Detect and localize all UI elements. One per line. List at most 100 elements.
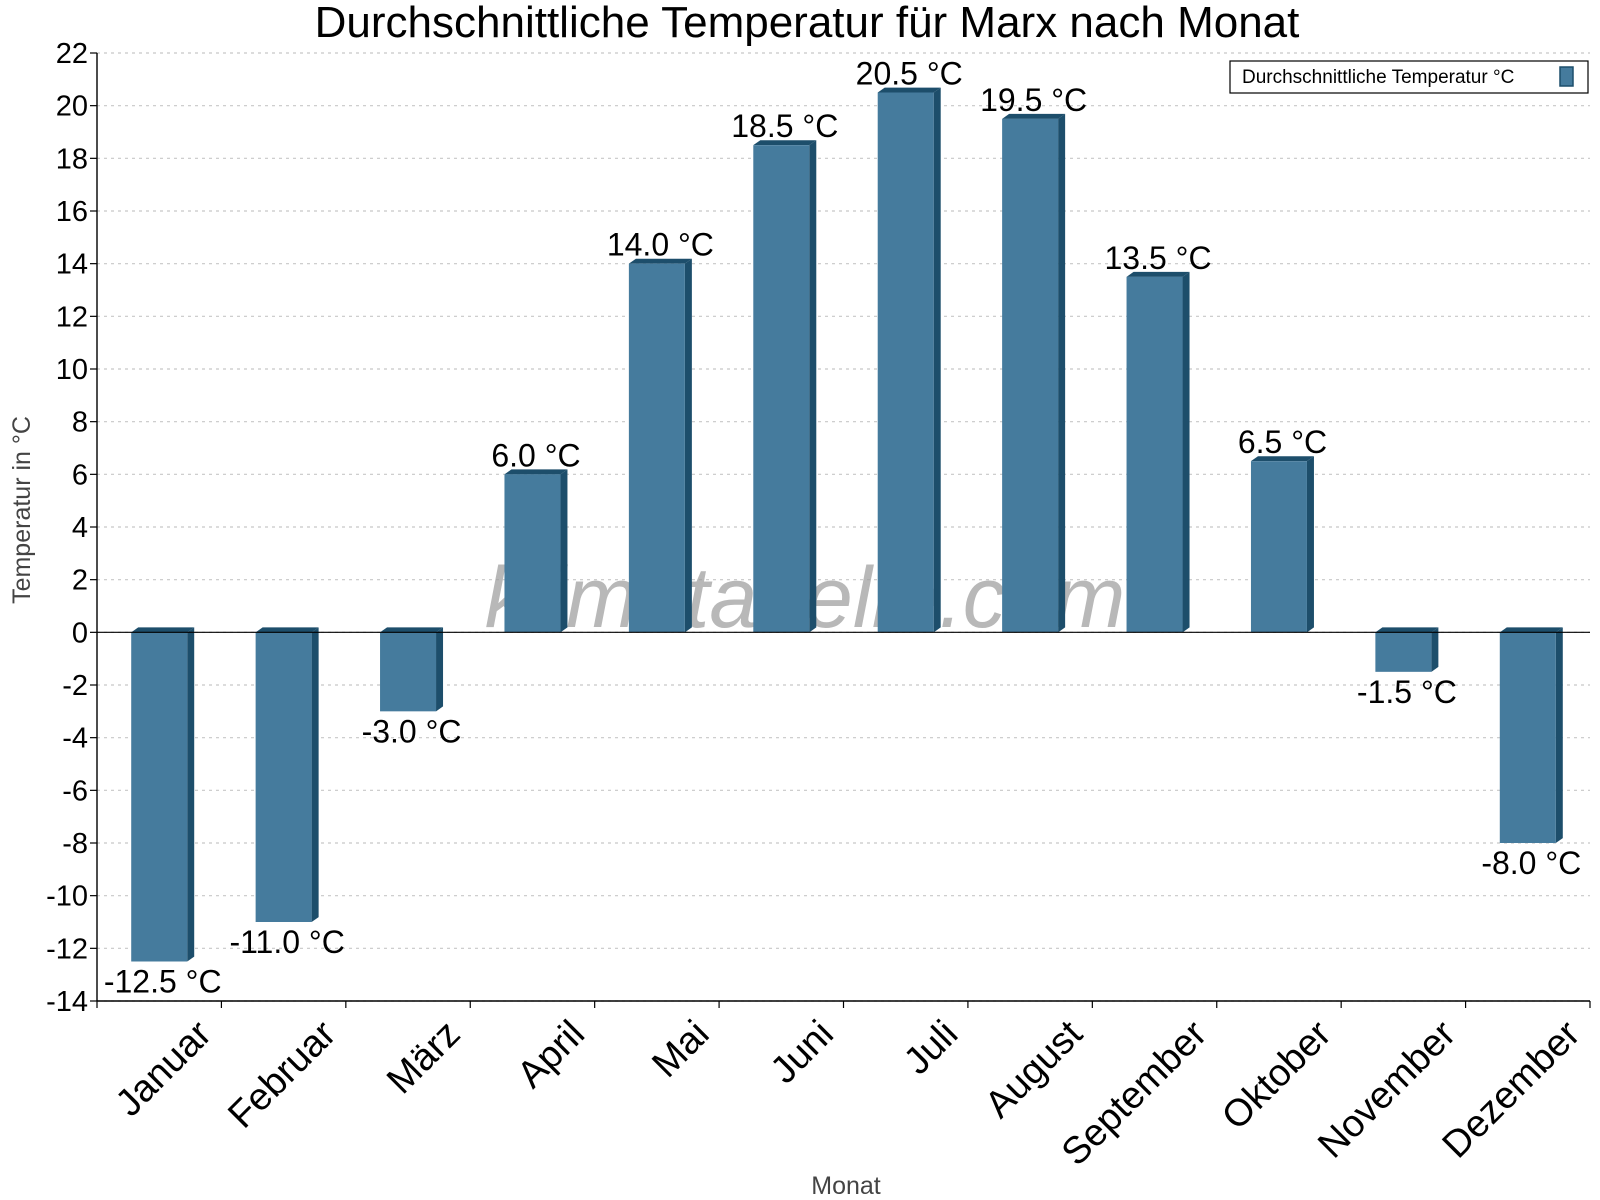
bar-side [809, 140, 817, 633]
bar-top [1126, 271, 1190, 277]
bar-face [1499, 632, 1556, 843]
data-label: 19.5 °C [980, 82, 1087, 118]
bar [753, 140, 817, 633]
x-tick-label: Mai [644, 1013, 717, 1086]
bar [1499, 627, 1563, 843]
bar-face [380, 632, 437, 712]
x-tick-label: Dezember [1435, 1013, 1589, 1167]
bar-face [877, 92, 934, 633]
data-label: 18.5 °C [731, 108, 838, 144]
bar-top [131, 627, 195, 633]
bar-face [255, 632, 312, 922]
bar [504, 469, 568, 633]
y-tick-label: 10 [56, 354, 88, 386]
y-tick-label: -10 [46, 881, 88, 913]
y-tick-label: 4 [72, 512, 88, 544]
data-label: 14.0 °C [607, 227, 714, 263]
y-tick-label: 20 [56, 91, 88, 123]
bar [628, 258, 692, 633]
bar-face [628, 263, 685, 633]
bar [1375, 627, 1439, 672]
data-label: 20.5 °C [856, 56, 963, 92]
bar-top [255, 627, 319, 633]
bar-top [1375, 627, 1439, 633]
bar-face [753, 145, 810, 633]
bar-top [877, 87, 941, 93]
data-label: 13.5 °C [1105, 240, 1212, 276]
bar-face [1375, 632, 1432, 672]
chart-title: Durchschnittliche Temperatur für Marx na… [315, 0, 1300, 47]
bar-top [1499, 627, 1563, 633]
bar-top [1250, 456, 1314, 462]
y-tick-label: 12 [56, 301, 88, 333]
y-tick-label: 2 [72, 565, 88, 597]
x-axis-ticks: Januar Februar März April Mai Juni Juli AugustS… [108, 1013, 1589, 1174]
bar-top [753, 140, 817, 146]
y-tick-label: 16 [56, 196, 88, 228]
bar-side [1306, 456, 1314, 633]
bar [1250, 456, 1314, 633]
bar-face [504, 474, 561, 633]
data-label: 6.5 °C [1238, 424, 1327, 460]
data-label: -3.0 °C [362, 713, 462, 749]
y-tick-label: 22 [56, 38, 88, 70]
y-tick-label: 18 [56, 143, 88, 175]
bar-top [628, 258, 692, 264]
legend-swatch [1559, 66, 1574, 87]
bars: -12.5 °C-11.0 °C -3.0 °C 6.0 °C 14.0 °C 18.5… [104, 56, 1581, 1000]
y-tick-label: -14 [46, 986, 88, 1018]
bar-top [504, 469, 568, 475]
y-tick-label: -12 [46, 933, 88, 965]
bar-face [1126, 276, 1183, 633]
bar-top [380, 627, 444, 633]
y-tick-label: 14 [56, 249, 88, 281]
data-label: -11.0 °C [229, 924, 344, 960]
y-axis-title: Temperatur in °C [8, 416, 36, 604]
bar-side [933, 87, 941, 633]
x-tick-label: März [379, 1013, 468, 1102]
legend: Durchschnittliche Temperatur °C [1229, 60, 1589, 94]
y-tick-label: -2 [62, 670, 88, 702]
y-tick-label: 6 [72, 459, 88, 491]
bar-face [131, 632, 188, 962]
bar-side [311, 627, 319, 922]
bar-side [560, 469, 568, 633]
x-tick-label: August [977, 1013, 1091, 1127]
x-tick-label: Oktober [1214, 1013, 1340, 1139]
bar-side [436, 627, 444, 712]
axes [96, 53, 1591, 1008]
bar [255, 627, 319, 922]
bar-top [1002, 113, 1066, 119]
bar-side [1431, 627, 1439, 672]
bar-face [1250, 461, 1307, 633]
bar [877, 87, 941, 633]
x-axis-title: Monat [811, 1172, 881, 1200]
legend-box [1229, 60, 1589, 94]
x-tick-label: Juli [896, 1013, 966, 1083]
bar-side [187, 627, 195, 962]
gridlines [97, 52, 1590, 1002]
bar-side [1555, 627, 1563, 843]
y-tick-label: 0 [72, 617, 88, 649]
data-label: -1.5 °C [1357, 674, 1457, 710]
bar [1002, 113, 1066, 633]
bar [380, 627, 444, 712]
x-tick-label: Januar [108, 1013, 220, 1125]
bar-side [684, 258, 692, 633]
x-tick-label: April [510, 1013, 593, 1096]
bar [1126, 271, 1190, 633]
x-tick-label: Februar [220, 1013, 344, 1137]
y-tick-label: -8 [62, 828, 88, 860]
bar [131, 627, 195, 962]
data-label: 6.0 °C [491, 437, 580, 473]
data-label: -8.0 °C [1481, 845, 1581, 881]
bar-side [1058, 113, 1066, 633]
y-tick-label: 8 [72, 407, 88, 439]
bar-side [1182, 271, 1190, 633]
bar-face [1002, 118, 1059, 633]
y-tick-label: -4 [62, 723, 88, 755]
x-tick-label: Juni [763, 1013, 842, 1092]
y-tick-label: -6 [62, 775, 88, 807]
